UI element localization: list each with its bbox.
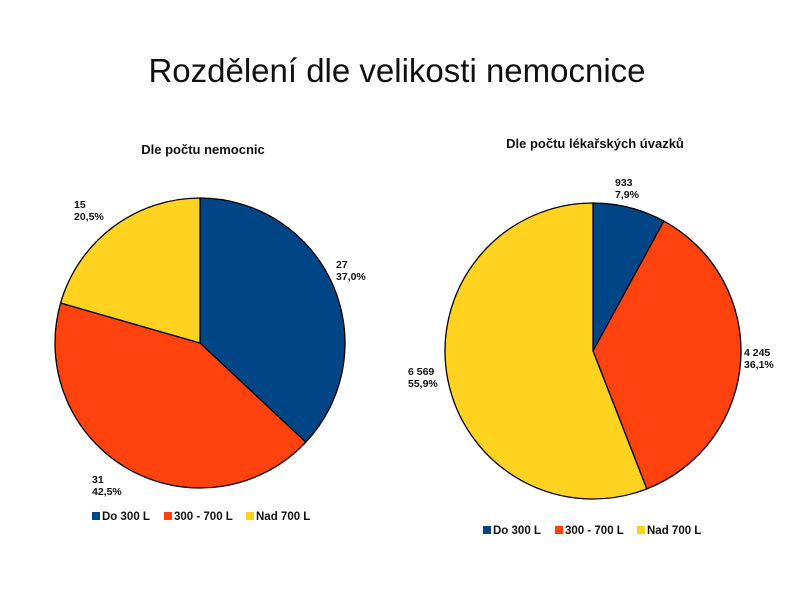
chart-1-legend-label-do-300-l: Do 300 L bbox=[102, 511, 150, 523]
chart-2-slice-300-700-l bbox=[592, 220, 742, 490]
chart-1-legend-label-300-700-l: 300 - 700 L bbox=[174, 511, 233, 523]
chart-2-label-do-300-l: 933 7,9% bbox=[615, 177, 640, 201]
chart-1-label-do-300-l: 27 37,0% bbox=[336, 259, 366, 283]
chart-1-title: Dle počtu nemocnic bbox=[141, 142, 265, 157]
chart-2-legend-swatch-300-700-l bbox=[555, 526, 563, 534]
chart-2-legend-swatch-do-300-l bbox=[483, 526, 491, 534]
slide-title: Rozdělení dle velikosti nemocnice bbox=[148, 52, 646, 89]
chart-2-legend-label-do-300-l: Do 300 L bbox=[493, 525, 541, 537]
chart-2-title: Dle počtu lékařských úvazků bbox=[506, 136, 684, 151]
chart-1-label-300-700-l: 31 42,5% bbox=[92, 474, 122, 498]
chart-2-legend-swatch-nad-700-l bbox=[637, 526, 645, 534]
chart-1-slice-300-700-l bbox=[54, 302, 307, 489]
chart-1-slice-nad-700-l bbox=[59, 197, 201, 344]
chart-2-slice-nad-700-l bbox=[444, 202, 648, 500]
chart-1-legend-swatch-do-300-l bbox=[92, 512, 100, 520]
chart-1-legend-label-nad-700-l: Nad 700 L bbox=[256, 511, 310, 523]
chart-2-legend-label-nad-700-l: Nad 700 L bbox=[647, 525, 701, 537]
chart-1-slice-do-300-l bbox=[199, 197, 346, 443]
chart-2-label-300-700-l: 4 245 36,1% bbox=[744, 347, 774, 371]
chart-1-legend-swatch-300-700-l bbox=[164, 512, 172, 520]
chart-1-legend-swatch-nad-700-l bbox=[246, 512, 254, 520]
chart-2-legend-label-300-700-l: 300 - 700 L bbox=[565, 525, 624, 537]
chart-2-label-nad-700-l: 6 569 55,9% bbox=[408, 366, 438, 390]
chart-1-label-nad-700-l: 15 20,5% bbox=[74, 199, 104, 223]
